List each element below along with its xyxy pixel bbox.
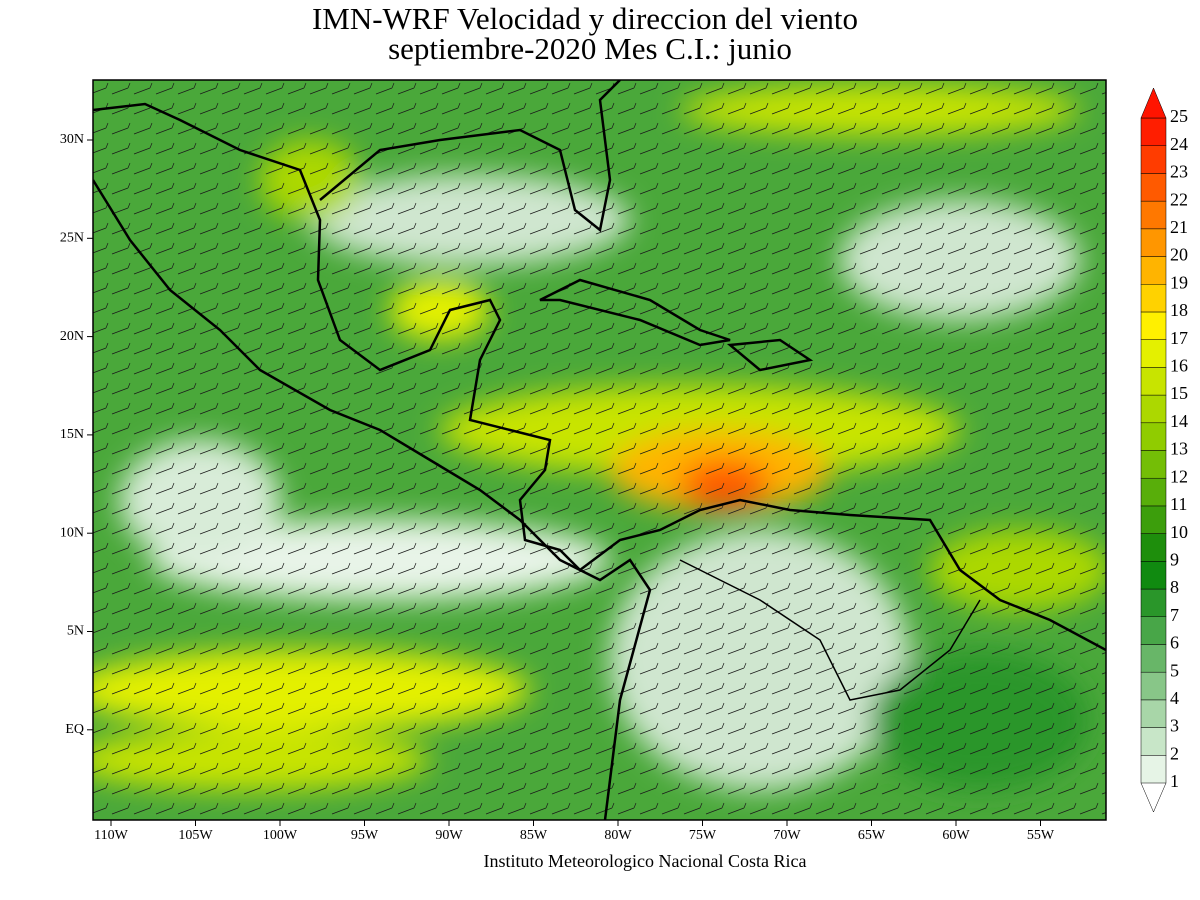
lat-tick-label: EQ bbox=[65, 722, 84, 737]
coastlines bbox=[93, 80, 1106, 820]
colorbar-label: 7 bbox=[1170, 605, 1179, 625]
lat-tick-label: 25N bbox=[60, 231, 84, 246]
lon-tick-label: 70W bbox=[773, 828, 801, 843]
colorbar-segment bbox=[1140, 505, 1167, 534]
colorbar-segment bbox=[1140, 394, 1167, 424]
colorbar-label: 16 bbox=[1170, 356, 1188, 376]
lon-tick-label: 60W bbox=[942, 828, 970, 843]
map bbox=[93, 80, 1106, 820]
lon-tick-label: 65W bbox=[858, 828, 886, 843]
colorbar-label: 8 bbox=[1170, 577, 1179, 597]
lon-tick-label: 100W bbox=[263, 828, 298, 843]
colorbar-label: 2 bbox=[1170, 743, 1179, 763]
colorbar-segment bbox=[1140, 117, 1167, 146]
colorbar-segment bbox=[1140, 671, 1167, 701]
colorbar-segment bbox=[1140, 533, 1167, 562]
colorbar-segment bbox=[1140, 644, 1167, 673]
colorbar-label: 4 bbox=[1170, 688, 1179, 708]
colorbar-label: 11 bbox=[1170, 494, 1187, 514]
colorbar-segment bbox=[1140, 173, 1167, 202]
colorbar-segment bbox=[1140, 450, 1167, 479]
colorbar-label: 21 bbox=[1170, 217, 1188, 237]
colorbar-segment bbox=[1140, 422, 1167, 451]
colorbar-segment bbox=[1140, 145, 1167, 174]
lon-tick-label: 110W bbox=[94, 828, 128, 843]
colorbar-segment bbox=[1140, 284, 1167, 313]
lon-tick-label: 90W bbox=[435, 828, 463, 843]
colorbar-label: 13 bbox=[1170, 439, 1188, 459]
lon-tick-label: 85W bbox=[520, 828, 548, 843]
colorbar-segment bbox=[1140, 616, 1167, 645]
colorbar-label: 12 bbox=[1170, 466, 1188, 486]
colorbar-segment bbox=[1140, 727, 1167, 756]
lon-tick-label: 55W bbox=[1027, 828, 1055, 843]
colorbar-label: 15 bbox=[1170, 383, 1188, 403]
colorbar-label: 20 bbox=[1170, 245, 1188, 265]
colorbar-label: 9 bbox=[1170, 549, 1179, 569]
colorbar-label: 10 bbox=[1170, 522, 1188, 542]
colorbar-label: 5 bbox=[1170, 660, 1179, 680]
colorbar-segment bbox=[1140, 256, 1167, 285]
lon-tick-label: 75W bbox=[689, 828, 717, 843]
title-line-2: septiembre-2020 Mes C.I.: junio bbox=[388, 31, 792, 66]
colorbar-segment bbox=[1140, 228, 1167, 257]
colorbar-label: 18 bbox=[1170, 300, 1188, 320]
colorbar-segment bbox=[1140, 755, 1167, 784]
lat-tick-label: 15N bbox=[60, 427, 84, 442]
colorbar-segment bbox=[1140, 339, 1167, 368]
colorbar-under bbox=[1140, 782, 1167, 813]
lat-tick-label: 10N bbox=[60, 525, 84, 540]
colorbar-segment bbox=[1140, 477, 1167, 507]
lon-tick-label: 105W bbox=[178, 828, 213, 843]
colorbar-label: 6 bbox=[1170, 633, 1179, 653]
colorbar-label: 23 bbox=[1170, 162, 1188, 182]
colorbar-segment bbox=[1140, 367, 1167, 396]
colorbar-segment bbox=[1140, 588, 1167, 618]
colorbar-segment bbox=[1140, 561, 1167, 590]
colorbar-label: 14 bbox=[1170, 411, 1188, 431]
lat-tick-label: 20N bbox=[60, 329, 84, 344]
colorbar-label: 17 bbox=[1170, 328, 1188, 348]
colorbar-label: 22 bbox=[1170, 189, 1188, 209]
lon-tick-label: 80W bbox=[604, 828, 632, 843]
colorbar-segment bbox=[1140, 311, 1167, 340]
colorbar-label: 25 bbox=[1170, 106, 1188, 126]
lon-tick-label: 95W bbox=[351, 828, 379, 843]
credit: Instituto Meteorologico Nacional Costa R… bbox=[484, 851, 807, 871]
colorbar-label: 1 bbox=[1170, 771, 1179, 791]
lat-tick-label: 5N bbox=[67, 624, 84, 639]
colorbar-segment bbox=[1140, 200, 1167, 230]
map-frame bbox=[92, 79, 1107, 821]
colorbar-label: 24 bbox=[1170, 134, 1188, 154]
title-line-1: IMN-WRF Velocidad y direccion del viento bbox=[312, 1, 858, 36]
colorbar-over bbox=[1140, 87, 1167, 119]
colorbar-segment bbox=[1140, 699, 1167, 728]
lat-tick-label: 30N bbox=[60, 132, 84, 147]
colorbar-label: 19 bbox=[1170, 272, 1188, 292]
colorbar-label: 3 bbox=[1170, 716, 1179, 736]
